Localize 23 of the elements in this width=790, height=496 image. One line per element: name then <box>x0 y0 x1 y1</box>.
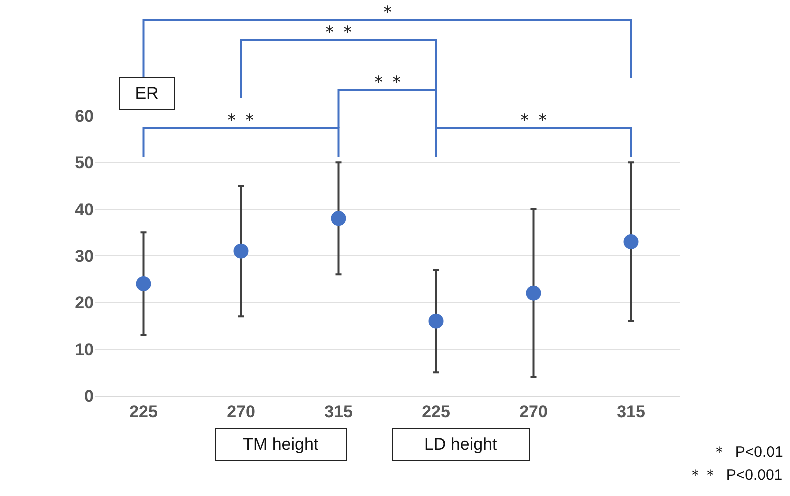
text: LD height <box>424 435 498 454</box>
y-tick-label: 10 <box>75 340 94 360</box>
x-tick-label: 270 <box>520 402 548 422</box>
y-tick-label: 20 <box>75 294 94 313</box>
x-tick-label: 315 <box>324 402 353 422</box>
x-tick-label: 225 <box>130 402 158 422</box>
y-tick-label: 40 <box>75 200 94 220</box>
y-tick-label: 50 <box>75 154 94 173</box>
y-tick-label: 60 <box>75 106 94 126</box>
text: ＊＊ <box>370 72 406 92</box>
x-tick-label: 315 <box>617 402 646 422</box>
annotation: ＊＊ <box>223 110 259 130</box>
text: TM height <box>243 435 319 454</box>
annotation: ＊＊ <box>516 110 552 130</box>
y-axis-title: ER <box>135 84 159 103</box>
text: ＊ <box>379 2 397 22</box>
y-tick-label: 0 <box>84 386 94 406</box>
text: ＊＊ <box>321 22 357 42</box>
x-tick-label: 270 <box>227 402 256 422</box>
y-tick-label: 30 <box>75 246 94 266</box>
text: ＊＊ P<0.001 <box>688 467 783 484</box>
x-tick-label: 225 <box>422 402 450 422</box>
text: ＊ P<0.01 <box>712 444 784 461</box>
